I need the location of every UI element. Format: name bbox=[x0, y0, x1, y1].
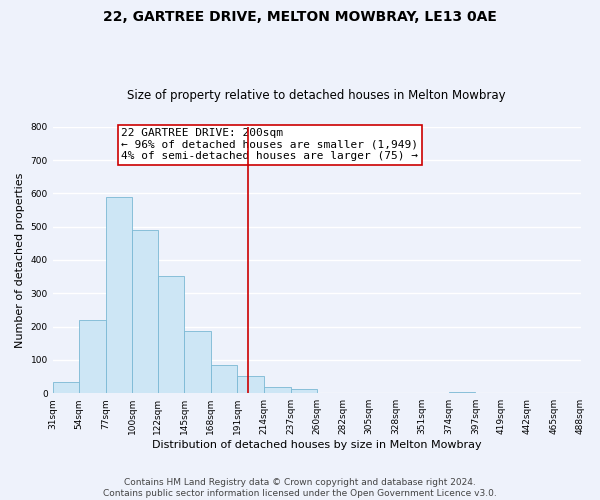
Y-axis label: Number of detached properties: Number of detached properties bbox=[15, 172, 25, 348]
Bar bbox=[211, 365, 238, 393]
Title: Size of property relative to detached houses in Melton Mowbray: Size of property relative to detached ho… bbox=[127, 89, 506, 102]
Bar bbox=[290, 388, 317, 393]
Bar bbox=[106, 196, 133, 393]
Text: Contains HM Land Registry data © Crown copyright and database right 2024.
Contai: Contains HM Land Registry data © Crown c… bbox=[103, 478, 497, 498]
Bar bbox=[79, 320, 106, 393]
Text: 22 GARTREE DRIVE: 200sqm
← 96% of detached houses are smaller (1,949)
4% of semi: 22 GARTREE DRIVE: 200sqm ← 96% of detach… bbox=[121, 128, 418, 162]
Text: 22, GARTREE DRIVE, MELTON MOWBRAY, LE13 0AE: 22, GARTREE DRIVE, MELTON MOWBRAY, LE13 … bbox=[103, 10, 497, 24]
Bar bbox=[133, 230, 158, 393]
Bar bbox=[158, 276, 184, 393]
Bar bbox=[53, 382, 79, 393]
Bar bbox=[184, 330, 211, 393]
Bar bbox=[238, 376, 264, 393]
X-axis label: Distribution of detached houses by size in Melton Mowbray: Distribution of detached houses by size … bbox=[152, 440, 481, 450]
Bar bbox=[449, 392, 475, 393]
Bar bbox=[264, 387, 290, 393]
